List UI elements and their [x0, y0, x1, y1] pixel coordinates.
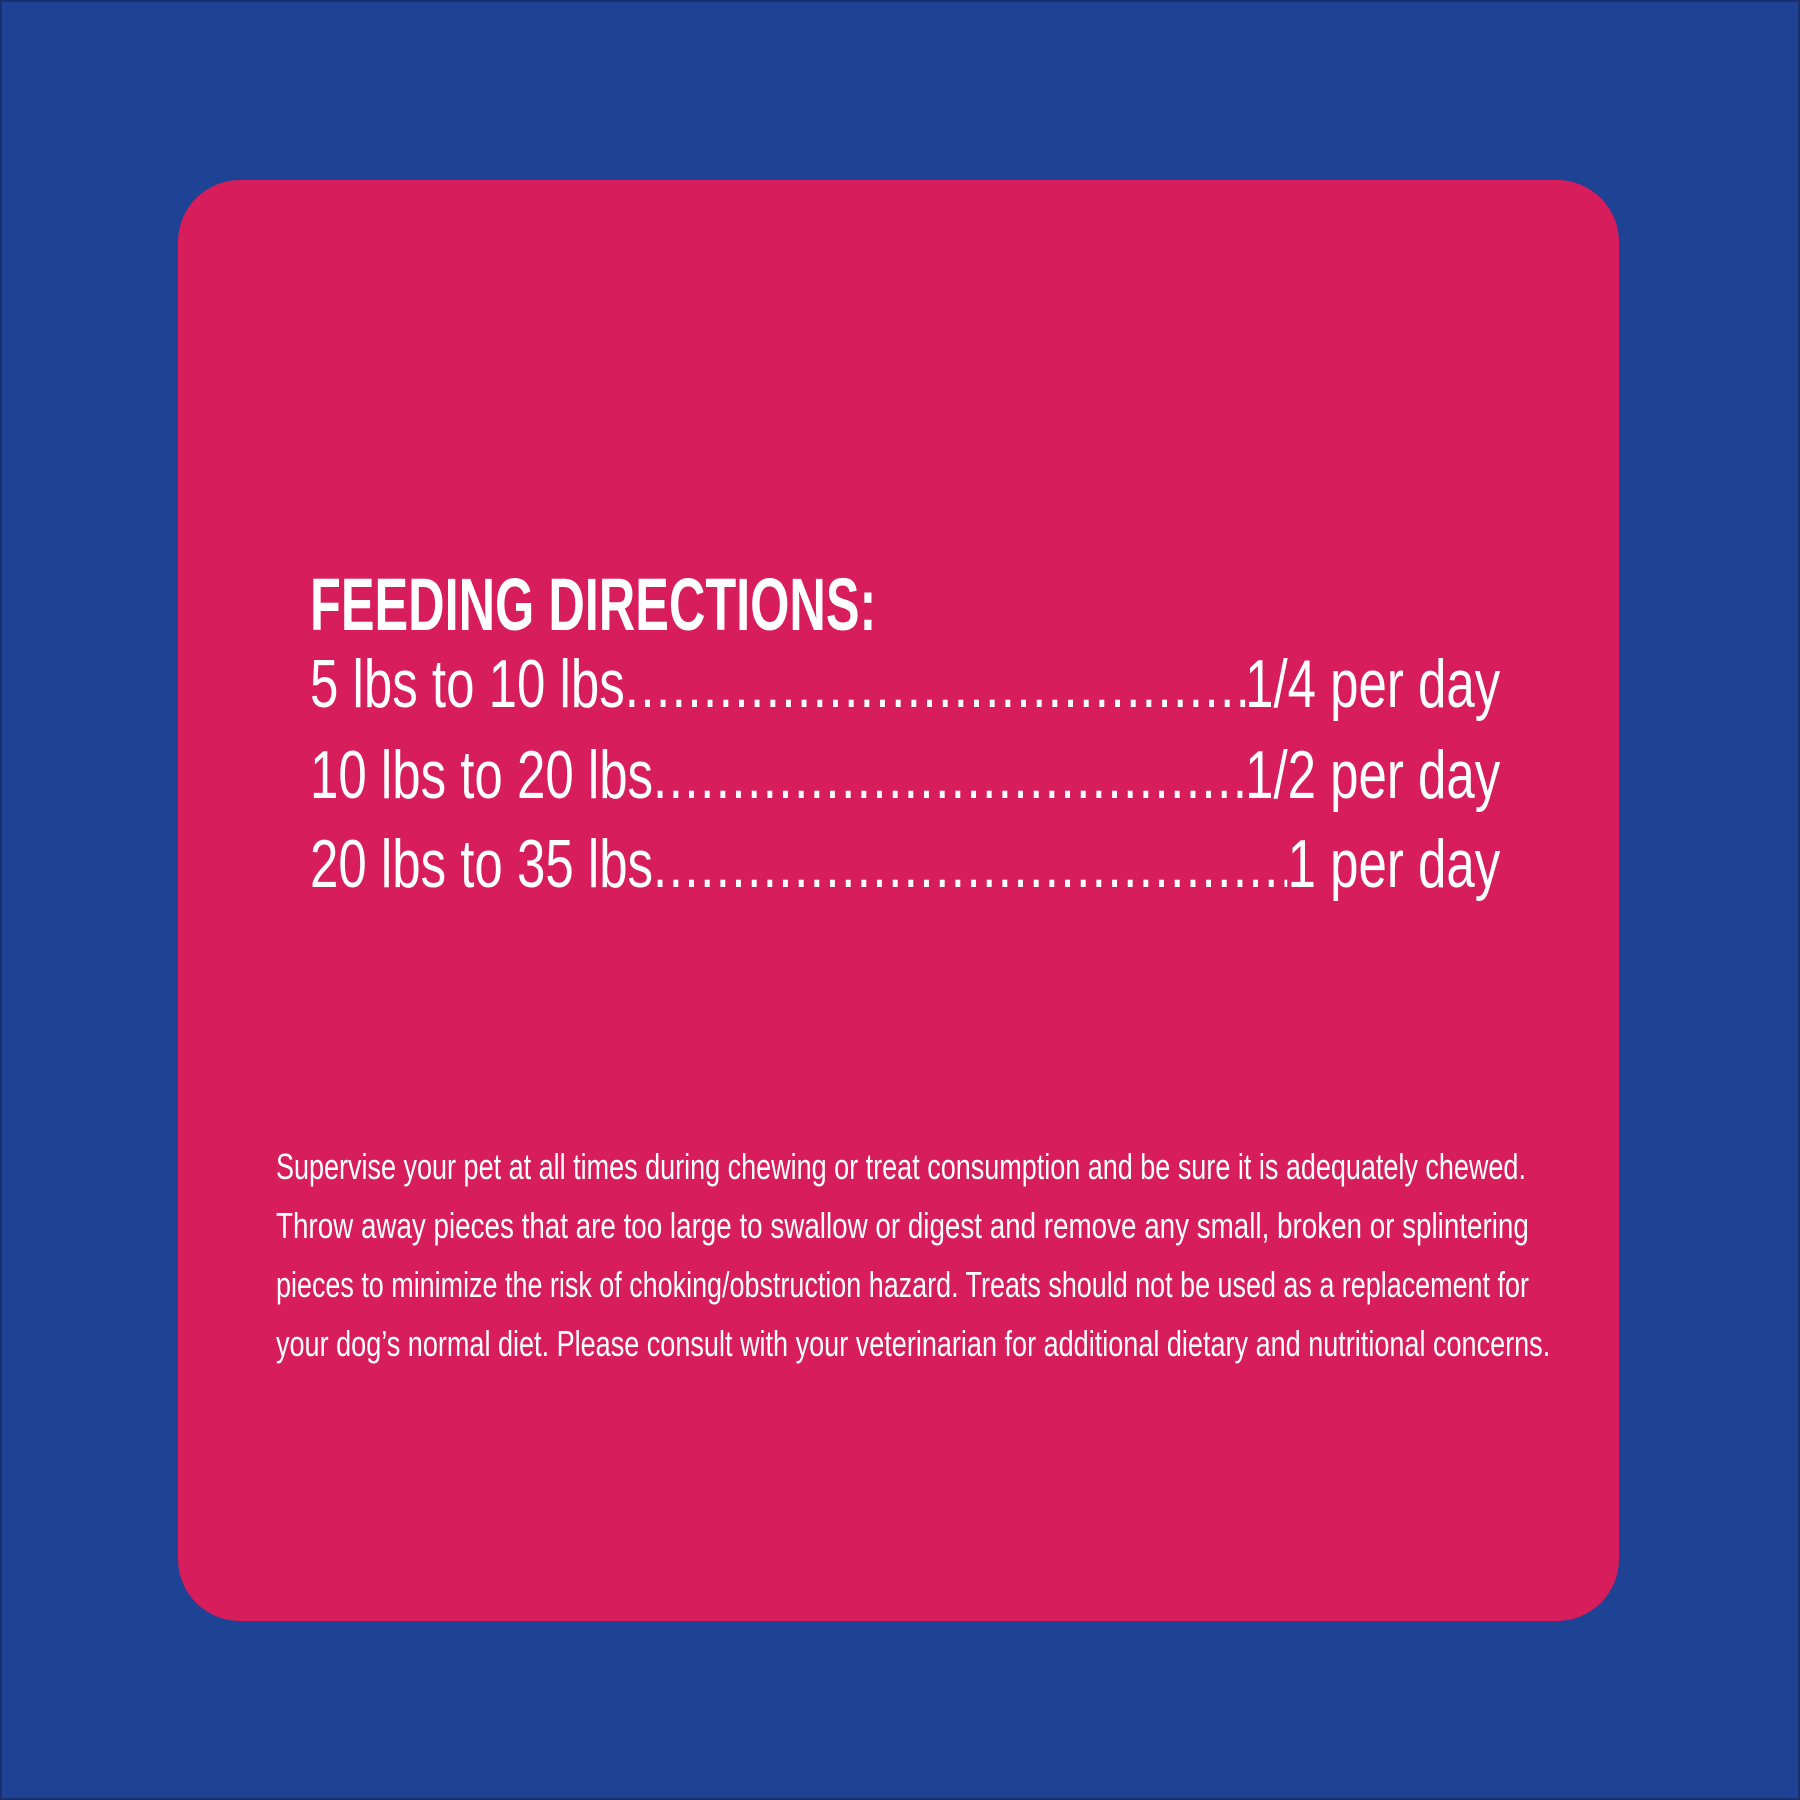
warning-line: Supervise your pet at all times during c…: [276, 1146, 1526, 1187]
daily-amount: 1/2 per day: [1245, 737, 1501, 813]
feeding-row: 20 lbs to 35 lbs .......................…: [310, 825, 1500, 915]
weight-range: 10 lbs to 20 lbs: [310, 737, 654, 813]
daily-amount: 1/4 per day: [1245, 646, 1501, 722]
feeding-row: 10 lbs to 20 lbs .......................…: [310, 736, 1500, 826]
feeding-row: 5 lbs to 10 lbs ........................…: [310, 645, 1500, 735]
feeding-directions-heading: FEEDING DIRECTIONS:: [310, 563, 877, 646]
weight-range: 20 lbs to 35 lbs: [310, 826, 654, 902]
daily-amount: 1 per day: [1287, 826, 1501, 902]
warning-line: Throw away pieces that are too large to …: [276, 1205, 1529, 1246]
dot-leader: ........................................…: [653, 737, 1245, 813]
warning-line: your dog’s normal diet. Please consult w…: [276, 1323, 1551, 1364]
feeding-directions-card: [178, 180, 1619, 1621]
weight-range: 5 lbs to 10 lbs: [310, 646, 625, 722]
dot-leader: ........................................…: [624, 646, 1245, 722]
dot-leader: ........................................…: [653, 826, 1288, 902]
warning-line: pieces to minimize the risk of choking/o…: [276, 1264, 1529, 1305]
